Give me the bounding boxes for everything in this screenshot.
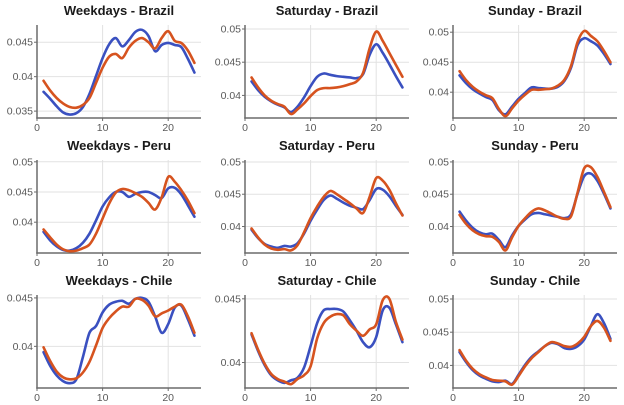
svg-text:0.04: 0.04 [13, 217, 34, 229]
chart-title-sunday-chile: Sunday - Chile [489, 273, 581, 288]
plot-area-sunday-peru: 0.04 0.045 0.05 0 10 20 [423, 156, 617, 269]
plot-area-saturday-peru: 0.04 0.045 0.05 0 10 20 [215, 156, 409, 269]
chart-title-sunday-brazil: Sunday - Brazil [488, 3, 582, 18]
svg-text:10: 10 [513, 122, 525, 134]
svg-text:20: 20 [578, 122, 590, 134]
svg-text:0.045: 0.045 [215, 57, 241, 69]
svg-text:0.045: 0.045 [215, 293, 241, 305]
chart-title-weekdays-brazil: Weekdays - Brazil [63, 3, 175, 18]
svg-text:20: 20 [370, 257, 382, 269]
svg-text:0: 0 [450, 257, 456, 269]
svg-text:10: 10 [305, 257, 317, 269]
svg-text:0: 0 [450, 392, 456, 404]
subplot-saturday-chile: Saturday - Chile 0.04 0.045 0 10 20 [208, 270, 416, 405]
svg-text:10: 10 [513, 392, 525, 404]
subplot-sunday-brazil: Sunday - Brazil 0.04 0.045 0.05 0 10 20 [416, 0, 624, 135]
subplot-sunday-chile: Sunday - Chile 0.04 0.045 0.05 0 10 20 [416, 270, 624, 405]
subplot-saturday-brazil: Saturday - Brazil 0.04 0.045 0.05 0 10 20 [208, 0, 416, 135]
svg-text:10: 10 [305, 392, 317, 404]
svg-text:0.04: 0.04 [429, 221, 450, 233]
svg-text:0.045: 0.045 [423, 327, 449, 339]
svg-text:20: 20 [162, 122, 174, 134]
chart-title-weekdays-peru: Weekdays - Peru [67, 138, 171, 153]
svg-text:0.035: 0.035 [7, 106, 33, 118]
svg-text:20: 20 [578, 392, 590, 404]
subplot-weekdays-peru: Weekdays - Peru 0.04 0.045 0.05 0 10 20 [0, 135, 208, 270]
svg-text:10: 10 [513, 257, 525, 269]
svg-text:0.05: 0.05 [429, 156, 450, 168]
svg-text:0: 0 [242, 392, 248, 404]
chart-title-saturday-brazil: Saturday - Brazil [275, 3, 379, 18]
svg-text:0.04: 0.04 [221, 357, 242, 369]
plot-area-weekdays-peru: 0.04 0.045 0.05 0 10 20 [7, 156, 201, 269]
subplot-sunday-peru: Sunday - Peru 0.04 0.045 0.05 0 10 20 [416, 135, 624, 270]
svg-text:0: 0 [34, 257, 40, 269]
svg-text:20: 20 [370, 122, 382, 134]
svg-text:20: 20 [162, 392, 174, 404]
plot-area-saturday-chile: 0.04 0.045 0 10 20 [215, 293, 409, 404]
svg-text:0.04: 0.04 [13, 71, 34, 83]
svg-text:0.045: 0.045 [7, 37, 33, 49]
svg-text:0.05: 0.05 [13, 156, 34, 168]
svg-text:10: 10 [97, 122, 109, 134]
chart-title-saturday-peru: Saturday - Peru [278, 138, 376, 153]
svg-text:0.05: 0.05 [429, 293, 450, 305]
plot-area-weekdays-chile: 0.04 0.045 0 10 20 [7, 292, 201, 404]
svg-text:0.045: 0.045 [7, 187, 33, 199]
svg-text:10: 10 [97, 257, 109, 269]
subplot-saturday-peru: Saturday - Peru 0.04 0.045 0.05 0 10 20 [208, 135, 416, 270]
chart-title-sunday-peru: Sunday - Peru [491, 138, 579, 153]
plot-area-sunday-brazil: 0.04 0.045 0.05 0 10 20 [423, 25, 617, 134]
svg-text:0.05: 0.05 [221, 23, 242, 35]
svg-text:0: 0 [242, 257, 248, 269]
svg-text:0.045: 0.045 [215, 189, 241, 201]
svg-text:0: 0 [450, 122, 456, 134]
plot-area-weekdays-brazil: 0.035 0.04 0.045 0 10 20 [7, 25, 201, 134]
subplot-weekdays-chile: Weekdays - Chile 0.04 0.045 0 10 20 [0, 270, 208, 405]
svg-text:0.04: 0.04 [429, 360, 450, 372]
svg-text:0.045: 0.045 [423, 57, 449, 69]
svg-text:20: 20 [162, 257, 174, 269]
svg-text:10: 10 [305, 122, 317, 134]
chart-title-weekdays-chile: Weekdays - Chile [65, 273, 173, 288]
svg-text:20: 20 [578, 257, 590, 269]
svg-text:0.045: 0.045 [7, 292, 33, 304]
svg-text:0: 0 [34, 392, 40, 404]
svg-text:0.04: 0.04 [221, 221, 242, 233]
svg-text:0.04: 0.04 [429, 87, 450, 99]
plot-area-saturday-brazil: 0.04 0.045 0.05 0 10 20 [215, 23, 409, 134]
svg-text:0: 0 [242, 122, 248, 134]
svg-text:0.05: 0.05 [221, 156, 242, 168]
svg-text:10: 10 [97, 392, 109, 404]
svg-text:0.04: 0.04 [221, 90, 242, 102]
svg-text:0.04: 0.04 [13, 341, 34, 353]
svg-text:0.045: 0.045 [423, 189, 449, 201]
svg-text:0.05: 0.05 [429, 27, 450, 39]
svg-text:0: 0 [34, 122, 40, 134]
plot-area-sunday-chile: 0.04 0.045 0.05 0 10 20 [423, 293, 617, 404]
chart-title-saturday-chile: Saturday - Chile [277, 273, 377, 288]
svg-text:20: 20 [370, 392, 382, 404]
subplot-weekdays-brazil: Weekdays - Brazil 0.035 0.04 0.045 0 10 20 [0, 0, 208, 135]
